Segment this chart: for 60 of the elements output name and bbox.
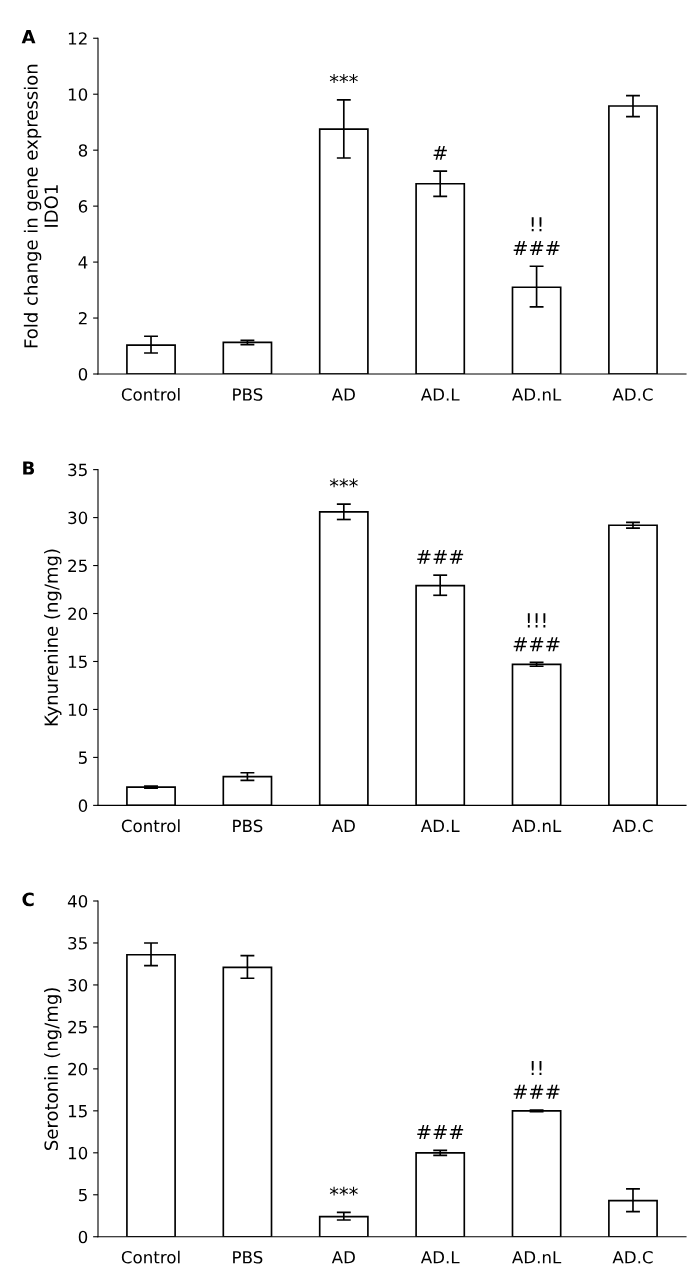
y-axis-title: Serotonin (ng/mg) bbox=[44, 988, 62, 1150]
x-tick-label: Control bbox=[121, 819, 180, 833]
y-tick-label: 4 bbox=[78, 256, 88, 269]
y-tick-label: 10 bbox=[68, 1146, 88, 1160]
y-tick-label: 25 bbox=[68, 559, 87, 573]
annotation: ### bbox=[417, 1125, 464, 1139]
annotation: ### bbox=[513, 1084, 560, 1099]
y-tick-label: 15 bbox=[68, 655, 87, 669]
y-tick-label: 30 bbox=[68, 511, 88, 525]
annotation: !!! bbox=[527, 613, 546, 628]
y-tick-label: 0 bbox=[78, 367, 88, 381]
annotation: ### bbox=[513, 637, 560, 652]
x-tick-label: AD bbox=[331, 819, 355, 832]
y-tick-label: 25 bbox=[68, 1020, 87, 1034]
annotation: *** bbox=[329, 74, 358, 83]
annotation: # bbox=[433, 145, 447, 160]
y-tick-label: 15 bbox=[68, 1105, 87, 1118]
y-tick-label: 12 bbox=[68, 32, 87, 45]
x-tick-label: Control bbox=[121, 387, 180, 401]
y-tick-label: 20 bbox=[68, 607, 88, 621]
annotation: !! bbox=[531, 217, 542, 232]
x-tick-label: PBS bbox=[233, 819, 263, 833]
annotation: !! bbox=[531, 1060, 542, 1076]
x-tick-label: AD.L bbox=[420, 388, 460, 401]
y-tick-label: 35 bbox=[68, 936, 87, 950]
annotation: *** bbox=[329, 478, 358, 488]
annotation: ### bbox=[417, 549, 464, 564]
y-tick-label: 20 bbox=[68, 1062, 88, 1076]
x-tick-label: AD.L bbox=[420, 1251, 460, 1264]
y-tick-label: 0 bbox=[78, 1230, 88, 1244]
chart-title: C bbox=[22, 892, 34, 907]
x-tick-label: Control bbox=[121, 1250, 180, 1264]
y-tick-label: 2 bbox=[78, 312, 87, 325]
x-tick-label: AD.L bbox=[420, 819, 460, 832]
x-tick-label: AD.nL bbox=[512, 388, 562, 401]
y-tick-label: 8 bbox=[78, 144, 88, 157]
y-tick-label: 35 bbox=[68, 463, 87, 477]
y-tick-label: 30 bbox=[68, 978, 88, 992]
y-tick-label: 0 bbox=[78, 799, 88, 812]
y-axis-title: Fold change in gene expression IDO1 bbox=[23, 64, 59, 348]
x-tick-label: AD.nL bbox=[512, 819, 562, 832]
x-tick-label: AD.C bbox=[612, 388, 653, 401]
annotation: ### bbox=[513, 241, 560, 255]
chart-title: A bbox=[21, 30, 36, 44]
x-tick-label: AD bbox=[331, 1251, 355, 1264]
y-axis-title: Kynurenine (ng/mg) bbox=[44, 549, 62, 726]
x-tick-label: PBS bbox=[233, 388, 263, 401]
chart-title: B bbox=[23, 461, 35, 475]
y-tick-label: 5 bbox=[78, 751, 87, 764]
x-tick-label: PBS bbox=[233, 1250, 263, 1264]
y-tick-label: 5 bbox=[78, 1188, 87, 1202]
y-tick-label: 10 bbox=[68, 703, 88, 717]
x-tick-label: AD.C bbox=[612, 819, 653, 833]
x-tick-label: AD bbox=[331, 388, 355, 401]
y-tick-label: 10 bbox=[68, 88, 88, 101]
y-tick-label: 6 bbox=[78, 200, 88, 213]
annotation: *** bbox=[329, 1186, 358, 1196]
y-tick-label: 40 bbox=[67, 894, 88, 908]
x-tick-label: AD.C bbox=[612, 1250, 653, 1264]
x-tick-label: AD.nL bbox=[512, 1251, 562, 1264]
